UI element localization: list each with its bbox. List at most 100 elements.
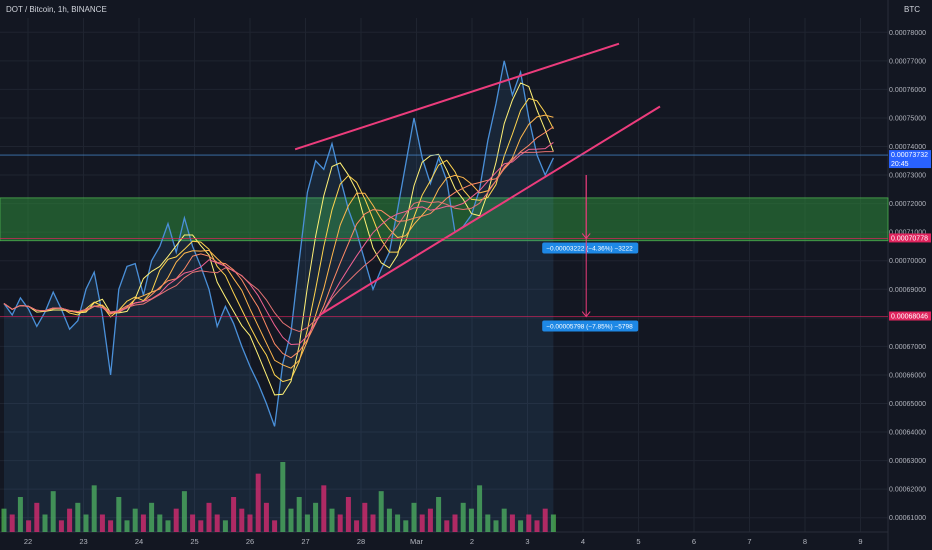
price-badge <box>889 150 931 169</box>
y-tick-label: 0.00062000 <box>889 487 926 494</box>
x-tick-label: 3 <box>525 537 529 546</box>
x-tick-label: Mar <box>410 537 423 546</box>
volume-bar <box>313 502 319 532</box>
volume-bar <box>329 508 335 532</box>
volume-bar <box>304 514 310 532</box>
x-tick-label: 27 <box>301 537 309 546</box>
y-tick-label: 0.00077000 <box>889 58 926 65</box>
ma-ribbon-line <box>3 151 554 333</box>
support-trendline <box>319 105 661 316</box>
price-badge-label: 0.00073732 <box>891 152 928 159</box>
volume-bar <box>181 491 187 532</box>
volume-bar <box>50 491 56 532</box>
volume-bar <box>140 514 146 532</box>
volume-bar <box>206 502 212 532</box>
volume-bar <box>280 462 286 532</box>
volume-bar <box>345 497 351 532</box>
volume-bar <box>1 508 7 532</box>
x-tick-label: 8 <box>803 537 807 546</box>
volume-bar <box>26 520 32 532</box>
volume-bar <box>272 520 278 532</box>
volume-bar <box>386 508 392 532</box>
volume-bar <box>403 520 409 532</box>
y-tick-label: 0.00074000 <box>889 144 926 151</box>
currency-unit: BTC <box>904 5 920 14</box>
price-badge-time: 20:45 <box>891 161 909 168</box>
volume-bar <box>288 508 294 532</box>
volume-bar <box>34 502 40 532</box>
volume-bar <box>75 502 81 532</box>
volume-bar <box>354 520 360 532</box>
y-tick-label: 0.00076000 <box>889 87 926 94</box>
x-tick-label: 4 <box>581 537 585 546</box>
y-tick-label: 0.00078000 <box>889 30 926 37</box>
x-tick-label: 25 <box>190 537 198 546</box>
price-badge-label: 0.00068046 <box>891 314 928 321</box>
volume-bar <box>411 502 417 532</box>
volume-bar <box>452 514 458 532</box>
volume-bar <box>378 491 384 532</box>
x-tick-label: 6 <box>692 537 696 546</box>
volume-bar <box>247 514 253 532</box>
volume-bar <box>468 508 474 532</box>
volume-bar <box>550 514 556 532</box>
resistance-trendline <box>294 42 620 151</box>
y-tick-label: 0.00072000 <box>889 201 926 208</box>
volume-bar <box>149 502 155 532</box>
volume-bar <box>493 520 499 532</box>
x-tick-label: 23 <box>79 537 87 546</box>
volume-bar <box>124 520 130 532</box>
volume-bar <box>255 473 261 532</box>
price-badge <box>889 233 931 243</box>
volume-bar <box>485 514 491 532</box>
volume-bar <box>9 514 15 532</box>
volume-bar <box>222 520 228 532</box>
volume-bar <box>198 520 204 532</box>
x-tick-label: 7 <box>747 537 751 546</box>
y-tick-label: 0.00075000 <box>889 115 926 122</box>
measure-badge <box>542 320 639 332</box>
y-tick-label: 0.00070000 <box>889 258 926 265</box>
volume-bar <box>395 514 401 532</box>
volume-bar <box>419 514 425 532</box>
volume-bar <box>116 497 122 532</box>
volume-bar <box>444 520 450 532</box>
price-badge-label: 0.00070778 <box>891 235 928 242</box>
volume-bar <box>263 502 269 532</box>
support-zone <box>0 197 889 242</box>
volume-bar <box>436 497 442 532</box>
volume-bar <box>337 514 343 532</box>
volume-bar <box>214 514 220 532</box>
volume-bar <box>17 497 23 532</box>
y-tick-label: 0.00073000 <box>889 173 926 180</box>
x-tick-label: 22 <box>24 537 32 546</box>
measure-label: −0.00003222 (−4.36%) −3222 <box>546 245 633 252</box>
x-tick-label: 28 <box>357 537 365 546</box>
chart-title: DOT / Bitcoin, 1h, BINANCE <box>6 5 107 14</box>
y-tick-label: 0.00069000 <box>889 287 926 294</box>
projection-arrow-head <box>581 311 591 318</box>
price-badge <box>889 311 931 321</box>
volume-bar <box>42 514 48 532</box>
volume-bar <box>534 520 540 532</box>
y-tick-label: 0.00061000 <box>889 515 926 522</box>
volume-bar <box>239 508 245 532</box>
price-area <box>4 60 554 532</box>
y-tick-label: 0.00067000 <box>889 344 926 351</box>
volume-bar <box>321 485 327 532</box>
y-tick-label: 0.00071000 <box>889 230 926 237</box>
x-tick-label: 2 <box>470 537 474 546</box>
y-tick-label: 0.00066000 <box>889 372 926 379</box>
volume-bar <box>509 514 515 532</box>
x-tick-label: 9 <box>858 537 862 546</box>
volume-bar <box>165 520 171 532</box>
volume-bar <box>370 514 376 532</box>
ma-ribbon-line <box>3 97 554 383</box>
volume-bar <box>231 497 237 532</box>
volume-bar <box>83 514 89 532</box>
volume-bar <box>108 520 114 532</box>
volume-bar <box>173 508 179 532</box>
volume-bar <box>91 485 97 532</box>
